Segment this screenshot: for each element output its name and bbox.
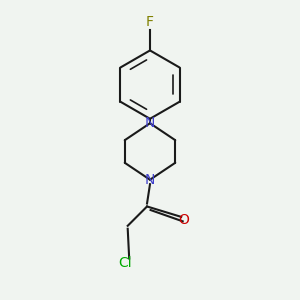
Text: N: N xyxy=(145,116,155,130)
Text: F: F xyxy=(146,15,154,29)
Text: O: O xyxy=(179,213,190,227)
Text: Cl: Cl xyxy=(118,256,131,270)
Text: N: N xyxy=(145,173,155,187)
